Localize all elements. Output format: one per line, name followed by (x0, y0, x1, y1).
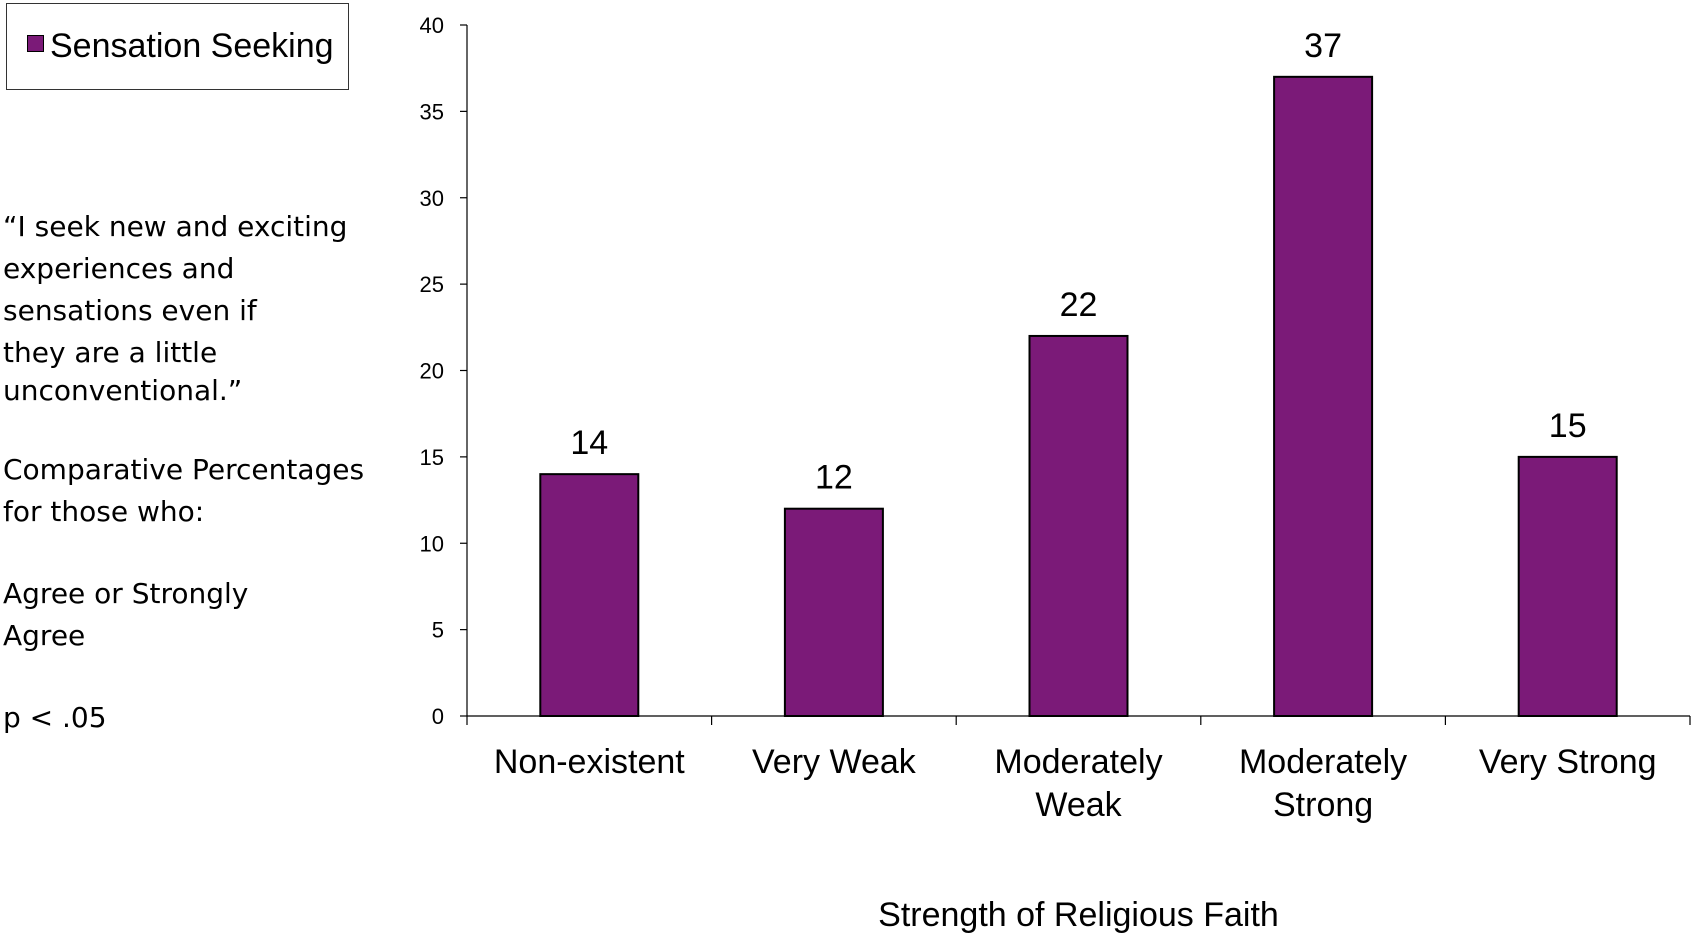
data-label: 14 (570, 424, 608, 462)
statement-line: experiences and (3, 252, 235, 285)
x-axis-title: Strength of Religious Faith (878, 896, 1279, 934)
legend-swatch (27, 35, 44, 52)
response-note: Agree or Strongly Agree (3, 573, 383, 657)
bar (1517, 455, 1618, 717)
data-label: 22 (1060, 286, 1098, 324)
y-tick-label: 35 (420, 99, 444, 124)
y-tick-label: 0 (432, 704, 444, 729)
bar (539, 473, 640, 717)
data-label: 15 (1549, 407, 1587, 445)
side-notes: “I seek new and exciting experiences and… (3, 206, 383, 779)
comparison-line: Comparative Percentages (3, 453, 365, 486)
y-tick-label: 15 (420, 445, 444, 470)
statement-line: they are a little (3, 336, 218, 369)
statement-line: sensations even if (3, 294, 257, 327)
y-tick-label: 20 (420, 359, 444, 384)
response-line: Agree or Strongly (3, 577, 249, 610)
comparison-line: for those who: (3, 495, 205, 528)
legend-label: Sensation Seeking (50, 27, 334, 65)
chart-legend: Sensation Seeking (6, 3, 349, 90)
comparison-note: Comparative Percentages for those who: (3, 449, 383, 533)
y-tick-label: 25 (420, 272, 444, 297)
x-tick-label: Non-existent (494, 743, 685, 781)
y-tick-label: 5 (432, 618, 444, 643)
response-line: Agree (3, 619, 86, 652)
significance-text: p < .05 (3, 701, 107, 734)
significance-note: p < .05 (3, 697, 383, 739)
bar (1273, 75, 1374, 717)
bar (1028, 334, 1129, 717)
y-tick-label: 40 (420, 13, 444, 38)
x-tick-label: Moderately (994, 743, 1162, 781)
survey-statement: “I seek new and exciting experiences and… (3, 206, 383, 412)
statement-line: “I seek new and exciting (3, 210, 348, 243)
bar (783, 507, 884, 718)
x-tick-label: Moderately (1239, 743, 1407, 781)
statement-line: unconventional.” (3, 374, 243, 407)
data-label: 12 (815, 459, 853, 497)
x-tick-label: Strong (1273, 786, 1373, 824)
x-tick-label: Very Weak (752, 743, 917, 781)
data-label: 37 (1304, 27, 1342, 65)
y-tick-label: 10 (420, 531, 444, 556)
x-tick-label: Weak (1035, 786, 1122, 824)
y-tick-label: 30 (420, 186, 444, 211)
x-tick-label: Very Strong (1479, 743, 1657, 781)
